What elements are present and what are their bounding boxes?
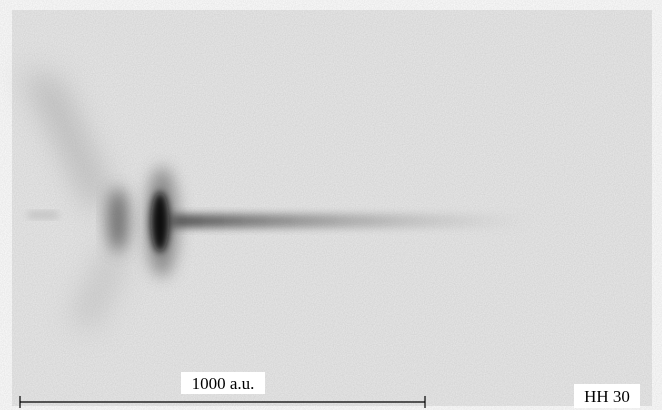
object-label: HH 30 xyxy=(584,387,630,406)
scale-bar: 1000 a.u. xyxy=(19,372,426,408)
label-box xyxy=(574,384,640,408)
scale-label: 1000 a.u. xyxy=(192,374,255,393)
nebula xyxy=(20,70,530,330)
